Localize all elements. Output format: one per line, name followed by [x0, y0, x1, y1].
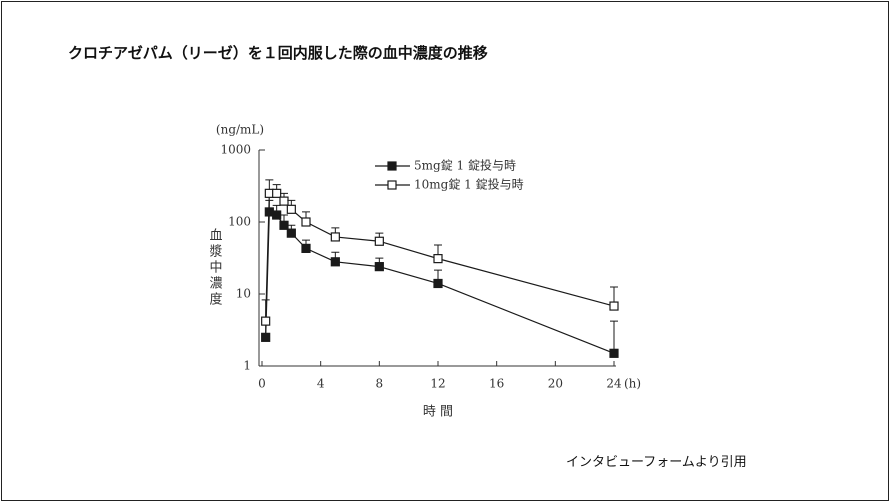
data-point [272, 188, 282, 198]
y-tick-label: 1000 [220, 143, 251, 157]
data-point [272, 210, 282, 220]
error-bar [610, 320, 618, 354]
x-tick-label: 4 [317, 377, 325, 391]
x-tick-label: 24 [606, 377, 622, 391]
slide-title: クロチアゼパム（リーゼ）を１回内服した際の血中濃度の推移 [68, 44, 488, 62]
data-point [374, 236, 384, 246]
data-point [261, 332, 271, 342]
x-tick-label: 12 [430, 377, 445, 391]
data-point [286, 204, 296, 214]
legend-label: 10mg錠 1 錠投与時 [414, 177, 524, 192]
data-point [433, 254, 443, 264]
data-point [433, 278, 443, 289]
x-axis-label: 時 間 [423, 405, 453, 420]
x-tick-label: 20 [548, 377, 563, 391]
source-note: インタビューフォームより引用 [566, 455, 747, 470]
data-point [330, 257, 340, 267]
y-tick-label: 10 [236, 287, 251, 301]
y-tick-label: 100 [228, 215, 251, 229]
y-unit: (ng/mL) [216, 123, 264, 137]
data-point [286, 228, 296, 238]
x-tick-label: 16 [489, 377, 504, 391]
data-point [261, 316, 271, 326]
data-point [374, 262, 384, 272]
x-tick-label: 0 [258, 377, 266, 391]
x-unit: (h) [624, 377, 641, 391]
data-point [279, 220, 289, 230]
legend-label: 5mg錠 1 錠投与時 [414, 158, 516, 173]
legend-marker [387, 180, 397, 190]
data-point [279, 196, 289, 206]
y-axis-label: 血漿中濃度 [207, 228, 223, 308]
data-point [609, 348, 619, 358]
x-tick-label: 8 [376, 377, 384, 391]
y-tick-label: 1 [243, 359, 251, 373]
data-point [301, 217, 311, 227]
data-point [301, 243, 311, 253]
legend-marker [387, 161, 397, 171]
data-point [609, 301, 619, 311]
data-point [330, 232, 340, 242]
